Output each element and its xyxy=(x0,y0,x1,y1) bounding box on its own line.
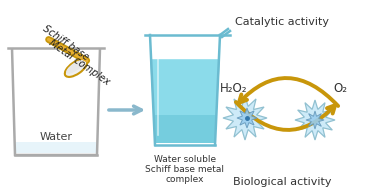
Ellipse shape xyxy=(65,59,87,77)
FancyArrowPatch shape xyxy=(109,106,141,114)
Polygon shape xyxy=(295,100,335,140)
Text: Schiff base metal: Schiff base metal xyxy=(145,165,224,174)
Text: Water: Water xyxy=(40,132,73,142)
Polygon shape xyxy=(150,59,220,143)
Text: Schiff base: Schiff base xyxy=(41,24,91,63)
Polygon shape xyxy=(223,96,267,140)
Polygon shape xyxy=(306,111,324,129)
Text: Catalytic activity: Catalytic activity xyxy=(235,17,329,27)
Text: complex: complex xyxy=(166,175,204,184)
Ellipse shape xyxy=(66,60,84,74)
FancyArrowPatch shape xyxy=(236,102,335,130)
Polygon shape xyxy=(16,142,96,153)
FancyArrowPatch shape xyxy=(239,78,338,106)
Text: H₂O₂: H₂O₂ xyxy=(220,82,248,95)
Text: Biological activity: Biological activity xyxy=(233,177,331,187)
Polygon shape xyxy=(155,115,215,143)
Text: Metal complex: Metal complex xyxy=(47,38,112,87)
Polygon shape xyxy=(237,108,257,128)
Text: Water soluble: Water soluble xyxy=(154,155,216,164)
Text: O₂: O₂ xyxy=(333,82,347,95)
